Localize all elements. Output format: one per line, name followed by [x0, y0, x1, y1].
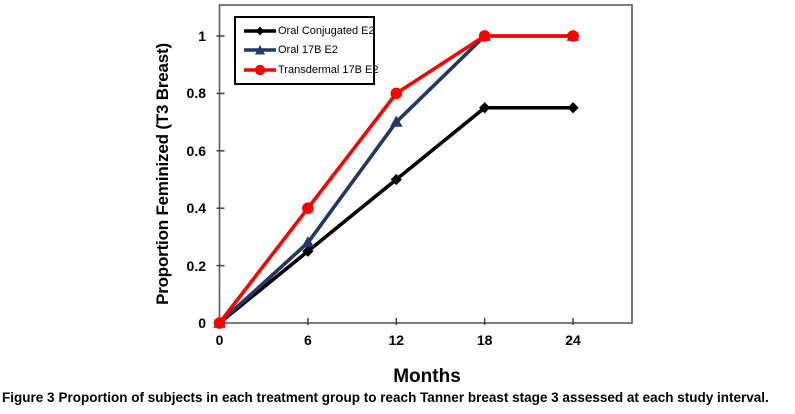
marker-triangle — [389, 115, 403, 127]
marker-triangle — [301, 236, 315, 248]
marker-diamond — [567, 102, 579, 114]
caption-text: Proportion of subjects in each treatment… — [58, 390, 769, 405]
y-tick-label: 0.2 — [186, 257, 206, 274]
y-tick-label: 0.4 — [186, 200, 206, 217]
y-tick-label: 0.8 — [186, 85, 206, 102]
diamond-line-icon — [244, 26, 276, 36]
chart-legend: Oral Conjugated E2 Oral 17B E2 Transderm… — [234, 16, 378, 85]
x-tick-label: 0 — [215, 332, 224, 348]
legend-item-transdermal-17b-e2: Transdermal 17B E2 — [243, 63, 378, 77]
marker-circle — [213, 317, 226, 329]
marker-circle — [302, 202, 314, 214]
legend-label: Oral 17B E2 — [278, 44, 338, 57]
marker-circle — [390, 87, 403, 100]
x-tick-label: 12 — [388, 332, 405, 348]
marker-circle — [567, 30, 579, 42]
legend-item-oral-conjugated-e2: Oral Conjugated E2 — [243, 24, 375, 38]
x-tick-label: 24 — [565, 332, 581, 348]
x-tick-label: 6 — [303, 332, 312, 348]
legend-item-oral-17b-e2: Oral 17B E2 — [243, 43, 371, 57]
y-tick-label: 0.6 — [186, 142, 206, 159]
figure-caption: Figure 3 Proportion of subjects in each t… — [2, 390, 793, 406]
marker-diamond — [390, 173, 402, 186]
x-tick-label: 18 — [476, 332, 493, 348]
marker-diamond — [302, 245, 314, 257]
series-line-0 — [217, 105, 575, 325]
triangle-line-icon — [244, 45, 276, 55]
legend-label: Transdermal 17B E2 — [278, 64, 379, 77]
plot-area-border — [218, 4, 633, 324]
legend-label: Oral Conjugated E2 — [278, 24, 375, 37]
y-tick-label: 0 — [198, 315, 206, 331]
marker-diamond — [479, 102, 491, 114]
x-axis-title: Months — [393, 366, 461, 387]
caption-label: Figure 3 — [2, 390, 55, 405]
y-tick-label: 1 — [198, 27, 206, 44]
circle-line-icon — [244, 64, 276, 76]
marker-circle — [478, 30, 491, 42]
